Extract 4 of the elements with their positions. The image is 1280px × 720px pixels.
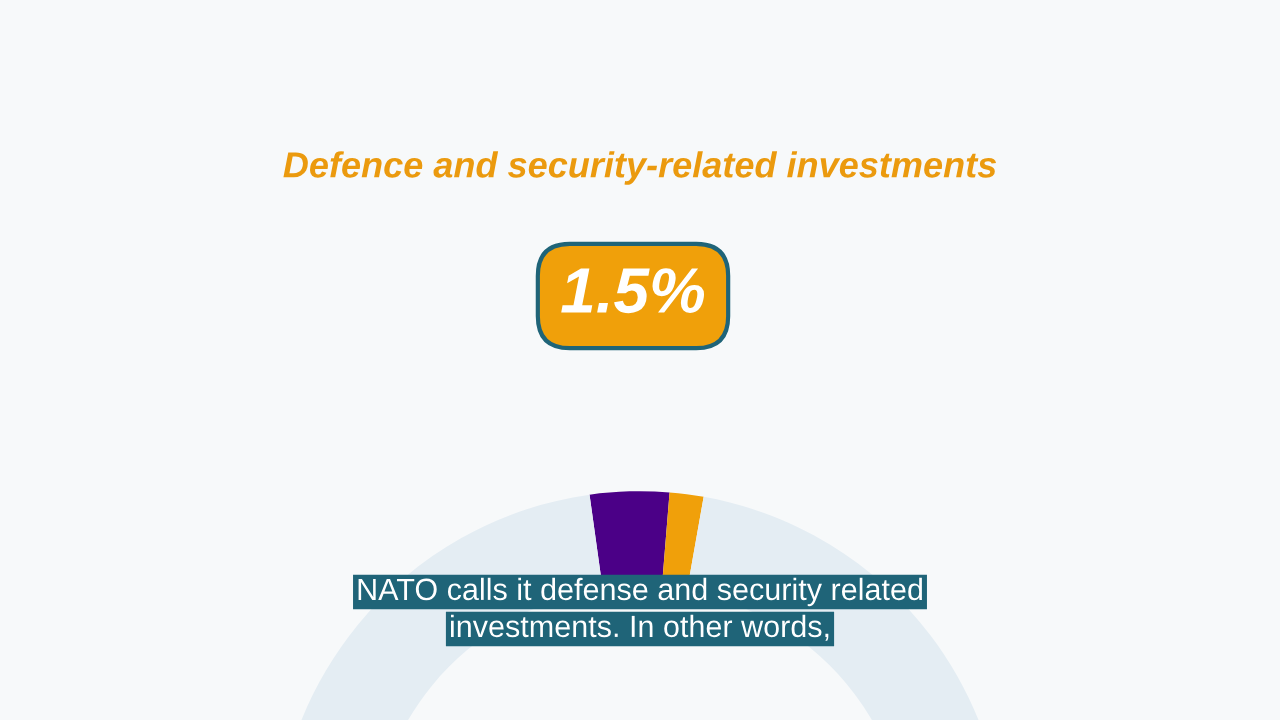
data-label: 1.5% — [561, 268, 705, 314]
text: NATO calls it defense and security related — [358, 577, 922, 607]
text: investments. In other words, — [451, 614, 829, 641]
chart-title: Defence and security-related investments — [283, 151, 997, 185]
